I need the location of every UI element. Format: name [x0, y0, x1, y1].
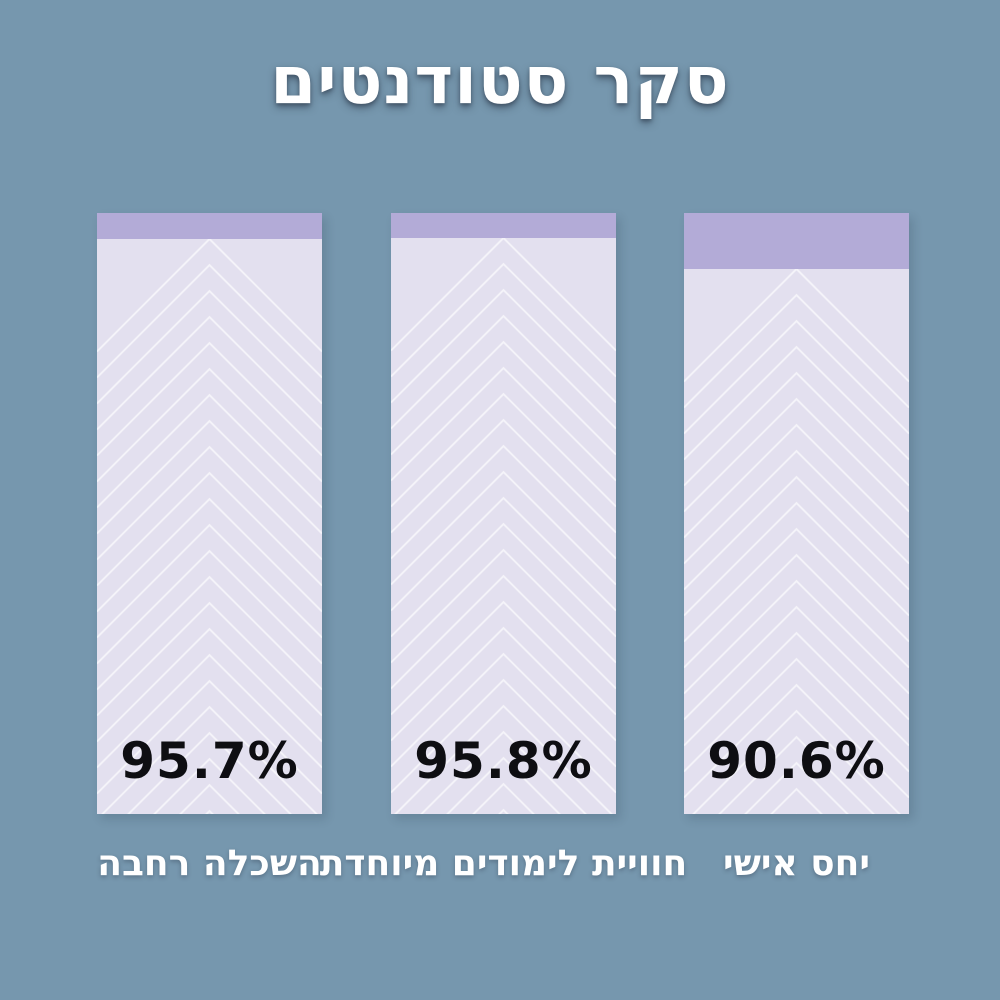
bar-fill: 95.8%: [391, 238, 616, 814]
chevron-pattern-icon: [391, 238, 616, 814]
bar-column: 90.6% יחס אישי: [684, 213, 909, 884]
bar: 90.6%: [684, 213, 909, 814]
bar-category-label: חוויית לימודים מיוחדת: [319, 843, 688, 884]
chart-title: סקר סטודנטים: [270, 42, 730, 119]
bar-remainder-cap: [97, 213, 322, 239]
chevron-pattern-icon: [684, 269, 909, 814]
chevron-pattern-icon: [97, 239, 322, 814]
bar-value-label: 95.8%: [414, 732, 593, 790]
bar-category-label: השכלה רחבה: [97, 843, 322, 884]
bar-fill: 90.6%: [684, 269, 909, 814]
bar-remainder-cap: [684, 213, 909, 269]
bar-column: 95.8% חוויית לימודים מיוחדת: [320, 213, 687, 884]
bar-value-label: 90.6%: [707, 732, 886, 790]
bar-remainder-cap: [391, 213, 616, 238]
bar-column: 95.7% השכלה רחבה: [97, 213, 322, 884]
bar-value-label: 95.7%: [120, 732, 299, 790]
bar: 95.8%: [391, 213, 616, 814]
bar-fill: 95.7%: [97, 239, 322, 814]
bar: 95.7%: [97, 213, 322, 814]
bar-category-label: יחס אישי: [722, 843, 871, 884]
